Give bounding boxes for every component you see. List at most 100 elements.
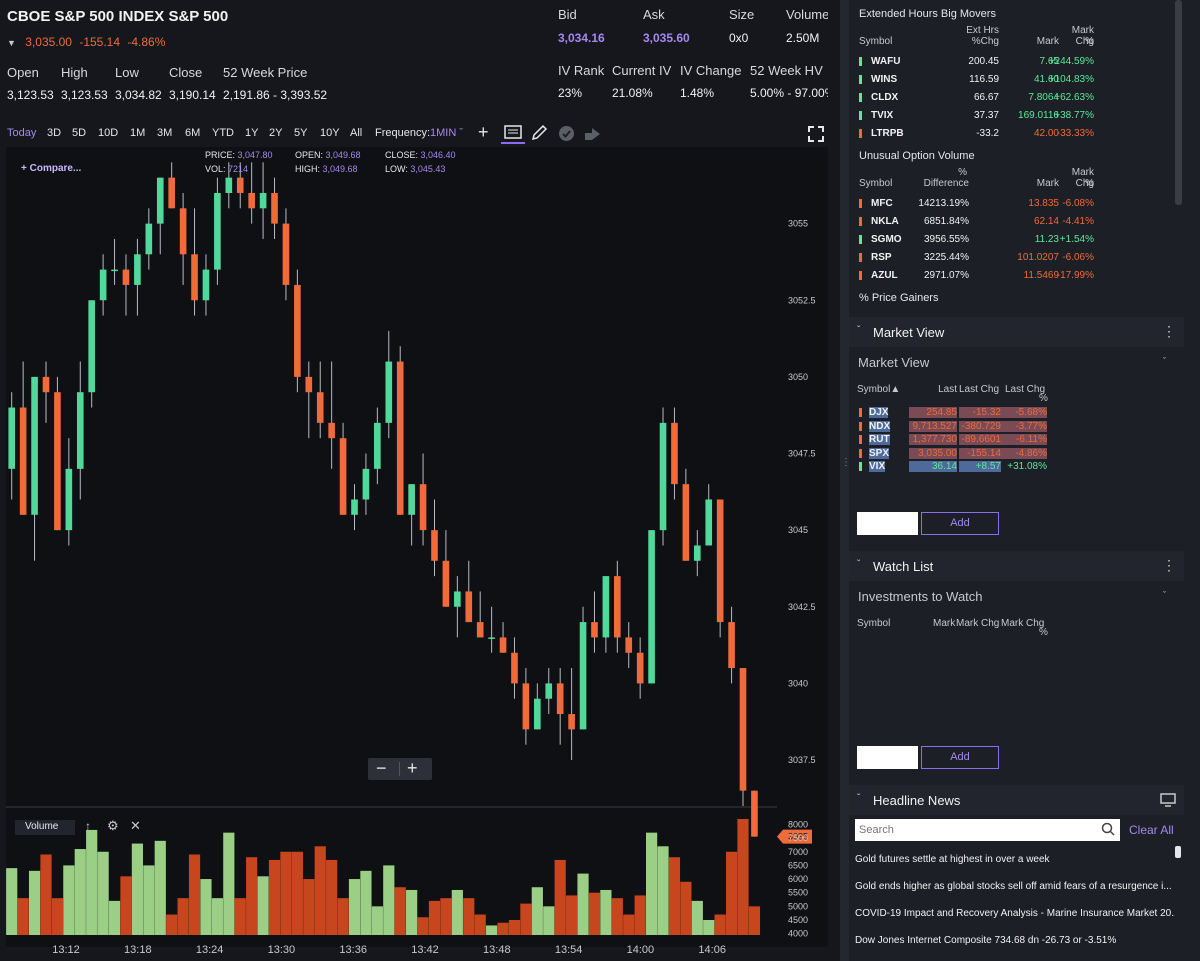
candle[interactable] (511, 652, 518, 684)
tf-today[interactable]: Today (7, 127, 37, 139)
candle[interactable] (442, 560, 450, 607)
symbol-cell[interactable]: MFC (871, 198, 893, 209)
candle[interactable] (728, 622, 735, 669)
col-mark-chg-pct[interactable]: % (1085, 36, 1094, 47)
candle[interactable] (454, 591, 461, 607)
col-ext-hrs[interactable]: Ext Hrs (966, 25, 999, 36)
candle[interactable] (705, 499, 713, 546)
market-view-add-button[interactable]: Add (921, 512, 999, 535)
wl-col-mark-chg[interactable]: Mark Chg (956, 618, 1000, 629)
wl-col-pct[interactable]: % (1039, 627, 1048, 638)
candle[interactable] (419, 484, 427, 531)
chevron-down-icon[interactable]: ˇ (857, 793, 861, 804)
candle[interactable] (259, 192, 267, 209)
tf-all[interactable]: All (350, 127, 363, 139)
symbol-cell[interactable]: WINS (871, 74, 898, 85)
candle[interactable] (648, 530, 655, 684)
search-icon[interactable] (1101, 822, 1115, 839)
candle[interactable] (716, 499, 724, 623)
tf-3d[interactable]: 3D (47, 127, 62, 139)
pencil-icon[interactable] (530, 124, 548, 145)
candle[interactable] (54, 392, 61, 531)
col-diff-pct[interactable]: % (958, 167, 967, 178)
candle[interactable] (65, 468, 73, 531)
candle[interactable] (145, 223, 153, 255)
chevron-down-icon[interactable]: ˇ (857, 559, 861, 570)
col-mark-chg[interactable]: Mark Chg (1071, 25, 1094, 47)
candle[interactable] (614, 576, 621, 638)
candle[interactable] (42, 376, 50, 393)
wl-col-mark-chg-pct[interactable]: Mark Chg (1001, 618, 1045, 629)
price-gainers-title[interactable]: % Price Gainers (859, 292, 939, 304)
candle[interactable] (545, 683, 553, 699)
col-ext-chg[interactable]: %Chg (971, 36, 999, 47)
candlestick-chart[interactable]: 3055 3052.5 3050 3047.5 3045 3042.5 3040 3037.5… (6, 147, 828, 959)
news-item[interactable]: COVID-19 Impact and Recovery Analysis - … (855, 908, 1175, 919)
tf-5d[interactable]: 5D (72, 127, 87, 139)
tf-5y[interactable]: 5Y (294, 127, 308, 139)
news-icon[interactable] (501, 124, 525, 144)
candle[interactable] (179, 208, 187, 255)
chart-canvas[interactable]: 3055 3052.5 3050 3047.5 3045 3042.5 3040 3037.5… (6, 147, 828, 956)
mv-col-pct[interactable]: % (1039, 393, 1048, 404)
share-icon[interactable] (583, 124, 603, 145)
chevron-down-icon[interactable]: ˇ (857, 325, 861, 336)
candle[interactable] (374, 422, 381, 469)
candle[interactable] (499, 637, 507, 653)
news-search-input[interactable] (859, 820, 1099, 840)
tf-10y[interactable]: 10Y (320, 127, 340, 139)
candle[interactable] (31, 376, 38, 515)
candle[interactable] (271, 192, 278, 224)
candle[interactable] (602, 576, 610, 638)
candle[interactable] (431, 530, 438, 561)
tf-1y[interactable]: 1Y (245, 127, 259, 139)
candle[interactable] (556, 683, 564, 715)
market-view-dropdown[interactable]: Market View (858, 355, 930, 370)
candle[interactable] (465, 591, 473, 623)
symbol-cell[interactable]: TVIX (871, 110, 894, 121)
mv-col-symbol[interactable]: Symbol▲ (857, 384, 901, 395)
symbol-cell[interactable]: RUT (869, 434, 890, 445)
close-icon[interactable]: ✕ (130, 818, 141, 833)
market-view-symbol-input[interactable] (857, 512, 918, 535)
candle[interactable] (76, 392, 84, 469)
tf-1m[interactable]: 1M (130, 127, 146, 139)
symbol-cell[interactable]: NKLA (871, 216, 899, 227)
zoom-out-icon[interactable]: − (376, 758, 387, 778)
candle[interactable] (739, 668, 747, 791)
symbol-cell[interactable]: WAFU (871, 56, 901, 67)
candle[interactable] (214, 192, 221, 270)
candle[interactable] (19, 407, 27, 515)
news-item[interactable]: Dow Jones Internet Composite 734.68 dn -… (855, 935, 1117, 946)
symbol-cell[interactable]: SPX (869, 447, 890, 459)
candle[interactable] (294, 284, 301, 377)
candle[interactable] (362, 468, 370, 500)
gear-icon[interactable]: ⚙ (107, 818, 119, 833)
tf-ytd[interactable]: YTD (212, 127, 234, 139)
candle[interactable] (168, 177, 175, 209)
symbol-cell[interactable]: AZUL (871, 270, 898, 281)
tf-10d[interactable]: 10D (98, 127, 119, 139)
watch-list-dropdown[interactable]: Investments to Watch (858, 589, 983, 604)
market-view-header[interactable]: ˇ Market View ⋮ (849, 317, 1184, 347)
candle[interactable] (396, 361, 404, 515)
news-search-box[interactable] (855, 819, 1120, 841)
tf-3m[interactable]: 3M (157, 127, 173, 139)
candle[interactable] (682, 484, 690, 561)
tf-2y[interactable]: 2Y (269, 127, 283, 139)
candle[interactable] (248, 192, 255, 209)
more-menu-icon[interactable]: ⋮ (1162, 323, 1176, 339)
candle[interactable] (8, 407, 16, 469)
scrollbar-thumb[interactable] (1175, 0, 1182, 205)
watch-list-symbol-input[interactable] (857, 746, 918, 769)
clear-all-button[interactable]: Clear All (1129, 823, 1174, 837)
dropdown-chevron-icon[interactable]: ˇ (1163, 356, 1166, 366)
symbol-cell[interactable]: NDX (869, 420, 891, 432)
mv-col-last-chg[interactable]: Last Chg (959, 384, 1000, 395)
symbol-cell[interactable]: LTRPB (871, 128, 904, 139)
candle[interactable] (316, 392, 324, 423)
news-scrollbar-thumb[interactable] (1175, 846, 1181, 858)
candle[interactable] (202, 269, 210, 301)
chevron-down-icon[interactable]: ▼ (7, 38, 16, 48)
mv-col-last-chg-pct[interactable]: Last Chg (1005, 384, 1046, 395)
